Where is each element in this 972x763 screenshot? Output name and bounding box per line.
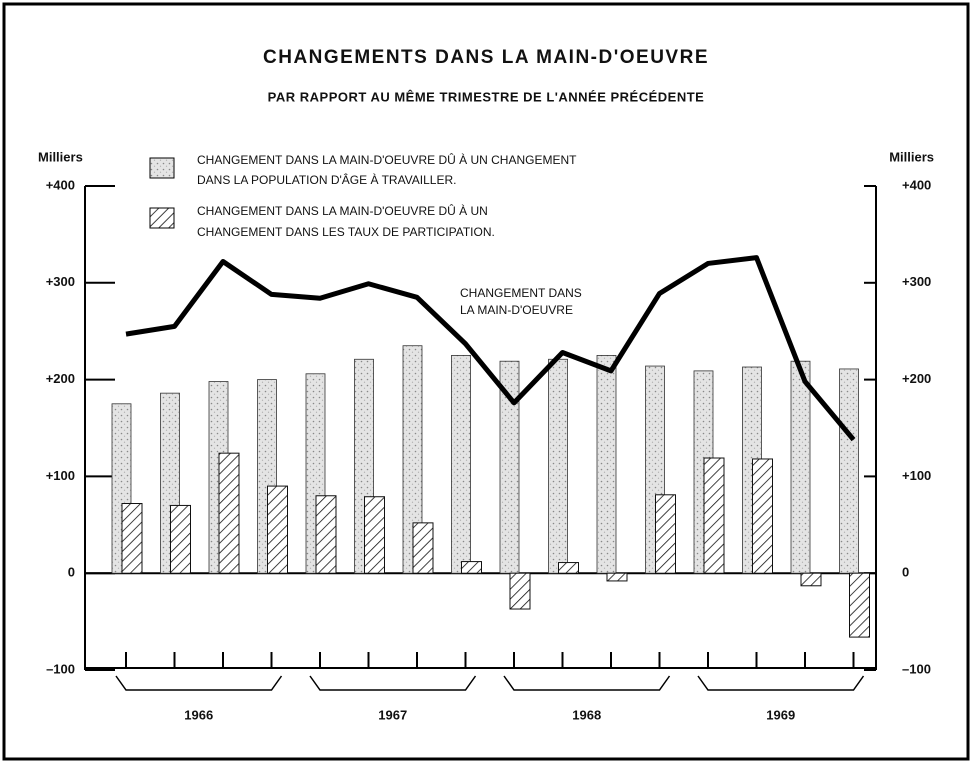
bar (596, 354, 617, 574)
annotation: LA MAIN-D'OEUVRE (460, 303, 573, 317)
hatched-bar (170, 504, 191, 574)
y2-tick-label: +300 (902, 274, 931, 289)
hatched-bar (703, 457, 725, 574)
year-bracket (309, 675, 477, 691)
y-tick-label: 0 (68, 565, 75, 580)
y-tick-label: –100 (46, 661, 75, 676)
y-tick-label: +300 (46, 274, 75, 289)
chart-title: CHANGEMENTS DANS LA MAIN-D'OEUVRE (263, 47, 709, 68)
y2-tick-label: 0 (902, 565, 909, 580)
year-bracket (697, 675, 865, 691)
year-label: 1969 (766, 707, 795, 722)
y2-tick-label: –100 (902, 661, 931, 676)
year-label: 1968 (572, 707, 601, 722)
line (125, 255, 856, 442)
y-tick-label: +400 (46, 177, 75, 192)
y2-tick-label: +400 (902, 177, 931, 192)
year-label: 1967 (378, 707, 407, 722)
year-bracket (115, 675, 283, 691)
legend-swatch (149, 207, 175, 229)
hatched-bar (121, 503, 143, 574)
year-label: 1966 (184, 707, 213, 722)
bar (548, 358, 568, 574)
annotation: CHANGEMENT DANS (460, 286, 582, 300)
hatched-bar (800, 572, 822, 587)
y2-tick-label: +200 (902, 371, 931, 386)
chart-subtitle: PAR RAPPORT AU MÊME TRIMESTRE DE L'ANNÉE… (268, 89, 705, 104)
hatched-bar (364, 496, 385, 574)
y2-axis-label: Milliers (889, 149, 934, 164)
hatched-bar (558, 562, 579, 574)
legend-label: CHANGEMENT DANS LA MAIN-D'OEUVRE DÛ À UN… (197, 152, 577, 167)
hatched-bar (752, 458, 773, 574)
hatched-bar (509, 572, 531, 610)
hatched-bar (267, 485, 288, 574)
hatched-bar (412, 522, 434, 574)
bar (839, 368, 859, 574)
legend-swatch (149, 157, 175, 179)
bar (790, 360, 811, 574)
y-tick-label: +100 (46, 468, 75, 483)
legend-label: CHANGEMENT DANS LA MAIN-D'OEUVRE DÛ À UN (197, 203, 488, 218)
hatched-bar (315, 495, 337, 574)
bar (451, 354, 471, 574)
hatched-bar (606, 572, 628, 582)
legend-label: DANS LA POPULATION D'ÂGE À TRAVAILLER. (197, 172, 456, 187)
y-tick-label: +200 (46, 371, 75, 386)
hatched-bar (849, 572, 870, 638)
year-bracket (503, 675, 671, 691)
hatched-bar (655, 494, 676, 574)
hatched-bar (218, 452, 240, 574)
legend-label: CHANGEMENT DANS LES TAUX DE PARTICIPATIO… (197, 225, 495, 239)
hatched-bar (461, 561, 482, 574)
y2-tick-label: +100 (902, 468, 931, 483)
y-axis-label: Milliers (38, 149, 83, 164)
